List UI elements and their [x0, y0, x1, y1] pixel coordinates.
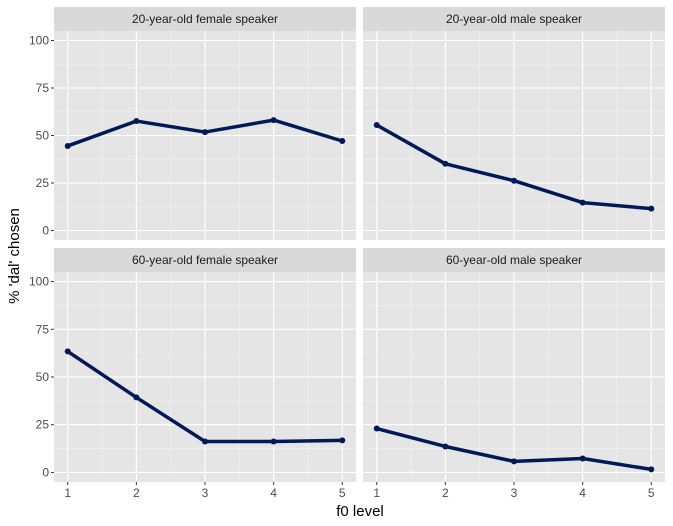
x-tick-label: 3: [511, 486, 518, 500]
data-point: [511, 177, 517, 184]
data-point: [339, 437, 346, 444]
data-point: [648, 205, 655, 212]
data-point: [579, 455, 586, 462]
x-tick-label: 3: [202, 486, 209, 500]
y-tick-label: 0: [42, 224, 49, 238]
data-point: [339, 138, 346, 145]
data-point: [579, 199, 586, 206]
x-tick-label: 5: [648, 486, 655, 500]
data-point: [270, 438, 277, 445]
facet-strip: [54, 248, 356, 272]
data-point: [442, 160, 449, 167]
data-point: [648, 466, 655, 473]
x-axis-title: f0 level: [336, 503, 384, 520]
data-point: [270, 117, 277, 124]
data-point: [373, 425, 380, 432]
x-tick-label: 4: [579, 486, 586, 500]
y-tick-label: 100: [29, 34, 49, 48]
facet-title: 60-year-old male speaker: [446, 253, 582, 267]
y-tick-label: 100: [29, 275, 49, 289]
facet-strip: [363, 248, 665, 272]
data-point: [64, 142, 71, 149]
facet-title: 20-year-old male speaker: [446, 12, 582, 26]
data-point: [133, 118, 140, 125]
x-tick-label: 4: [270, 486, 277, 500]
data-point: [202, 438, 208, 445]
facet-title: 60-year-old female speaker: [132, 253, 278, 267]
x-tick-label: 1: [64, 486, 71, 500]
y-tick-label: 75: [36, 81, 50, 95]
data-point: [511, 458, 517, 465]
y-axis-title: % 'dal' chosen: [6, 208, 23, 304]
x-tick-label: 1: [373, 486, 380, 500]
x-tick-label: 2: [442, 486, 449, 500]
facet-strip: [54, 7, 356, 31]
facet-strip: [363, 7, 665, 31]
data-point: [202, 129, 208, 136]
x-tick-label: 2: [133, 486, 140, 500]
y-tick-label: 0: [42, 465, 49, 479]
facet-title: 20-year-old female speaker: [132, 12, 278, 26]
data-point: [64, 348, 71, 355]
y-tick-label: 50: [36, 370, 50, 384]
y-tick-label: 25: [36, 418, 50, 432]
y-tick-label: 50: [36, 129, 50, 143]
data-point: [373, 122, 380, 129]
data-point: [133, 394, 140, 401]
data-point: [442, 443, 449, 450]
y-tick-label: 75: [36, 322, 50, 336]
x-tick-label: 5: [339, 486, 346, 500]
y-tick-label: 25: [36, 176, 50, 190]
